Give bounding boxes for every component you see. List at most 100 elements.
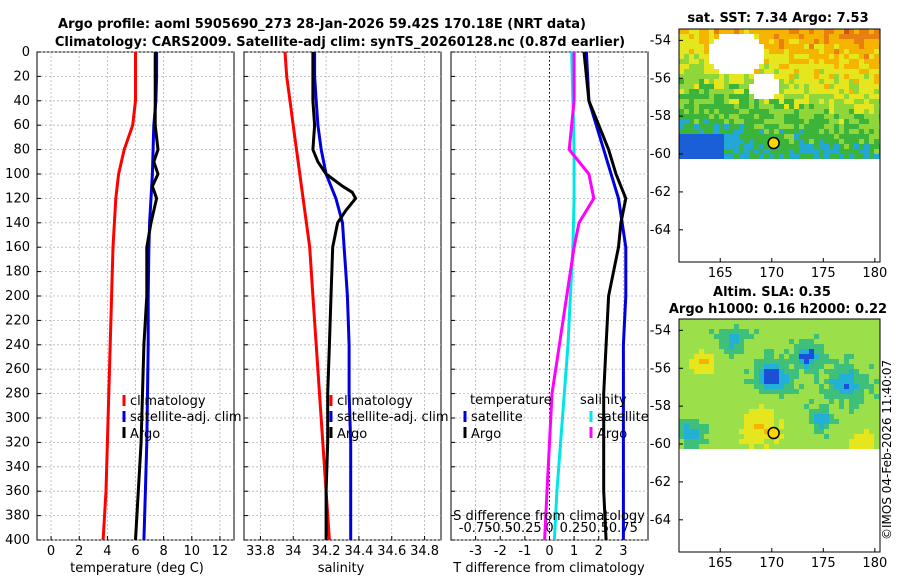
sla-cell xyxy=(814,374,819,379)
sla-cell xyxy=(679,414,684,419)
sla-cell xyxy=(699,374,704,379)
sst-cell xyxy=(774,109,779,114)
sst-cell xyxy=(699,34,704,39)
sla-cell xyxy=(774,409,779,414)
sla-cell xyxy=(864,349,869,354)
salinity-xlabel: salinity xyxy=(318,561,365,576)
sla-cell xyxy=(789,319,794,324)
sla-cell xyxy=(714,389,719,394)
sst-cell xyxy=(719,149,724,154)
sst-cell xyxy=(714,114,719,119)
sla-cell xyxy=(739,399,744,404)
sst-cell xyxy=(759,59,764,64)
sst-cell xyxy=(854,84,859,89)
sla-cell xyxy=(834,324,839,329)
sla-cell xyxy=(694,414,699,419)
sla-cell xyxy=(844,389,849,394)
sla-cell xyxy=(704,374,709,379)
sst-cell xyxy=(784,64,789,69)
sst-cell xyxy=(799,84,804,89)
map-y-tick-label: -58 xyxy=(650,109,671,124)
map-y-tick-label: -64 xyxy=(650,223,671,238)
sst-cell xyxy=(734,29,739,34)
sla-cell xyxy=(869,369,874,374)
sst-cell xyxy=(764,119,769,124)
sla-cell xyxy=(729,379,734,384)
sla-cell xyxy=(814,404,819,409)
sla-cell xyxy=(864,334,869,339)
sst-cell xyxy=(679,34,684,39)
sst-cell xyxy=(694,84,699,89)
sst-cell xyxy=(719,99,724,104)
sst-cell xyxy=(699,124,704,129)
sst-cell xyxy=(849,49,854,54)
sst-cell xyxy=(679,119,684,124)
sst-cell xyxy=(759,89,764,94)
sst-cell xyxy=(704,99,709,104)
sla-cell xyxy=(794,439,799,444)
sst-cell xyxy=(704,114,709,119)
sla-cell xyxy=(794,329,799,334)
sst-cell xyxy=(839,134,844,139)
sst-cell xyxy=(779,64,784,69)
sst-cell xyxy=(714,139,719,144)
sla-cell xyxy=(874,444,879,449)
sla-cell xyxy=(784,444,789,449)
sst-cell xyxy=(839,79,844,84)
sst-cell xyxy=(829,74,834,79)
x-tick-label: -1 xyxy=(518,544,531,559)
sla-cell xyxy=(709,389,714,394)
sst-cell xyxy=(704,104,709,109)
sst-cell xyxy=(769,54,774,59)
sst-cell xyxy=(854,34,859,39)
sst-cell xyxy=(834,109,839,114)
sst-cell xyxy=(844,109,849,114)
sla-cell xyxy=(744,344,749,349)
sst-cell xyxy=(769,69,774,74)
sla-cell xyxy=(704,334,709,339)
sla-cell xyxy=(859,399,864,404)
sla-cell xyxy=(829,369,834,374)
sst-cell xyxy=(789,149,794,154)
sla-cell xyxy=(774,444,779,449)
sst-cell xyxy=(854,69,859,74)
sst-cell xyxy=(839,114,844,119)
sla-cell xyxy=(874,419,879,424)
sla-cell xyxy=(819,419,824,424)
sla-cell xyxy=(854,339,859,344)
sla-cell xyxy=(844,424,849,429)
sst-cell xyxy=(694,69,699,74)
sla-cell xyxy=(714,434,719,439)
sst-cell xyxy=(754,84,759,89)
sst-cell xyxy=(814,84,819,89)
sla-cell xyxy=(799,319,804,324)
depth-tick-label: 240 xyxy=(5,338,30,353)
sst-argo-location-marker xyxy=(767,136,780,150)
sst-cell xyxy=(784,49,789,54)
sst-cell xyxy=(814,89,819,94)
sla-cell xyxy=(784,394,789,399)
sst-cell xyxy=(749,79,754,84)
sst-cell xyxy=(744,79,749,84)
sla-cell xyxy=(714,394,719,399)
sla-cell xyxy=(769,439,774,444)
sst-cell xyxy=(839,39,844,44)
sla-cell xyxy=(829,384,834,389)
x-tick-label: 34.8 xyxy=(410,544,439,559)
sst-cell xyxy=(739,119,744,124)
sst-cell xyxy=(844,74,849,79)
sst-cell xyxy=(809,69,814,74)
sst-cell xyxy=(734,149,739,154)
sla-cell xyxy=(844,354,849,359)
sst-cell xyxy=(679,104,684,109)
sla-cell xyxy=(739,384,744,389)
sst-cell xyxy=(719,129,724,134)
sst-cell xyxy=(864,144,869,149)
sst-cell xyxy=(709,44,714,49)
sla-cell xyxy=(779,419,784,424)
sst-cell xyxy=(774,54,779,59)
sla-cell xyxy=(729,389,734,394)
sst-cell xyxy=(704,129,709,134)
sla-cell xyxy=(854,334,859,339)
sst-cell xyxy=(689,59,694,64)
